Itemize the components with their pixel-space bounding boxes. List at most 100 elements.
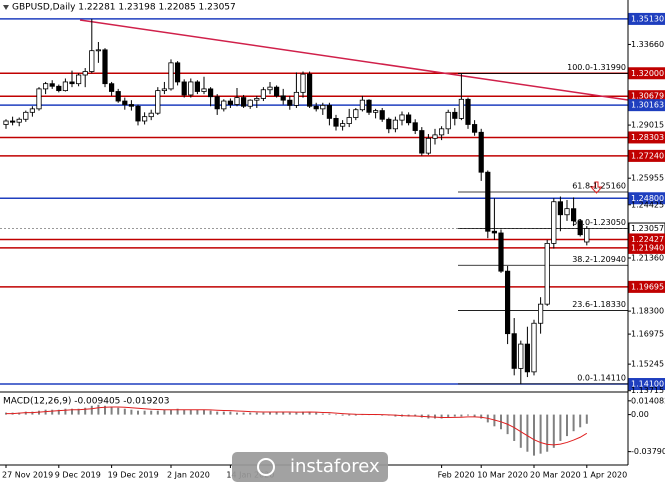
macd-bar <box>526 414 529 452</box>
y-tick-label: 1.32000 <box>631 69 664 78</box>
candle-body <box>23 111 29 120</box>
candle-body <box>148 112 154 118</box>
y-tick-label: 1.18300 <box>631 307 664 316</box>
candle-body <box>577 220 583 236</box>
price-label-box <box>628 241 665 254</box>
macd-bar <box>170 409 172 415</box>
candle-body <box>293 91 300 106</box>
candle-body <box>491 230 498 234</box>
candle-body <box>353 109 359 118</box>
y-tick-label: 1.19695 <box>631 282 664 291</box>
candle-body <box>214 96 220 110</box>
candle-body <box>419 130 425 154</box>
macd-bar <box>262 412 265 415</box>
x-tick-label: 20 Mar 2020 <box>530 471 581 480</box>
price-label-box <box>628 192 665 205</box>
candle-body <box>326 104 333 119</box>
candle-body <box>372 110 379 113</box>
macd-bar <box>196 409 199 415</box>
macd-bar <box>229 411 232 415</box>
candle-body <box>9 120 16 123</box>
fib-label: 0.0-1.14110 <box>577 373 626 382</box>
candle-body <box>16 118 22 123</box>
candle-body <box>168 62 174 90</box>
candle-body <box>43 83 49 90</box>
macd-bar <box>533 414 535 456</box>
x-tick-label: 19 Dec 2019 <box>108 471 159 480</box>
macd-bar <box>321 413 324 415</box>
candle-body <box>29 108 36 113</box>
candle-body <box>445 111 451 130</box>
macd-bar <box>77 408 80 415</box>
candle-body <box>221 100 227 110</box>
macd-bar <box>453 414 456 417</box>
candle-body <box>280 95 286 101</box>
macd-bar <box>255 412 258 415</box>
fib-label: 100.0-1.31990 <box>567 63 626 72</box>
price-label-box <box>628 149 665 162</box>
candle-body <box>346 117 352 125</box>
candle-body <box>379 110 385 120</box>
y-tick-label: 1.16975 <box>631 330 664 339</box>
price-label-box <box>628 280 665 293</box>
macd-bar <box>269 411 271 415</box>
macd-bar <box>163 409 166 415</box>
macd-bar <box>354 414 357 416</box>
y-tick-label: 1.30679 <box>631 92 664 101</box>
y-tick-label: 1.15245 <box>631 360 664 369</box>
price-label-box <box>628 67 665 80</box>
candle-body <box>141 116 148 122</box>
candle-body <box>161 88 167 92</box>
y-tick-label: 1.24425 <box>631 200 664 209</box>
macd-bar <box>440 414 443 419</box>
macd-bar <box>315 412 318 415</box>
candle-body <box>392 119 399 130</box>
fib-label: 61.8-1.25160 <box>572 182 626 191</box>
candle-body <box>174 62 181 83</box>
candle-body <box>465 98 471 125</box>
candle-body <box>49 83 55 87</box>
macd-title: MACD(12,26,9) -0.009405 -0.019203 <box>3 397 169 407</box>
candle-body <box>425 137 432 154</box>
y-tick-label: 0.014082 <box>631 396 665 405</box>
x-tick-label: 10 Mar 2020 <box>477 471 528 480</box>
x-tick-label: 2 Jan 2020 <box>167 471 210 480</box>
macd-bar <box>572 414 575 432</box>
y-tick-label: 0.00 <box>631 410 649 419</box>
candle-body <box>36 88 42 110</box>
candle-body <box>438 128 445 136</box>
macd-bar <box>130 409 133 415</box>
candle-body <box>188 81 194 96</box>
macd-bar <box>473 414 476 417</box>
candle-body <box>227 100 233 105</box>
candle-body <box>201 88 207 92</box>
macd-bar <box>150 410 153 415</box>
candle-body <box>267 86 273 91</box>
macd-bar <box>460 414 463 417</box>
candle-body <box>504 270 511 335</box>
candle-body <box>109 83 115 92</box>
candle-body <box>366 99 372 113</box>
candle-body <box>95 49 101 52</box>
candle-body <box>386 118 392 130</box>
candle-body <box>538 303 544 324</box>
candle-body <box>194 81 200 92</box>
y-tick-label: 1.28303 <box>631 133 664 142</box>
y-tick-label: 1.13715 <box>631 386 664 395</box>
macd-bar <box>156 410 159 415</box>
macd-bar <box>203 409 205 415</box>
macd-bar <box>137 410 139 415</box>
candle-body <box>557 201 564 216</box>
candle-body <box>524 343 531 373</box>
candle-body <box>399 114 405 121</box>
y-tick-label: 1.29015 <box>631 121 664 130</box>
x-tick-label: 9 Dec 2019 <box>55 471 101 480</box>
x-tick-label: 27 Nov 2019 <box>2 471 53 480</box>
macd-bar <box>434 414 436 419</box>
candle-body <box>115 91 121 102</box>
candle-body <box>306 73 313 107</box>
candle-body <box>247 99 253 107</box>
candle-body <box>432 134 438 139</box>
